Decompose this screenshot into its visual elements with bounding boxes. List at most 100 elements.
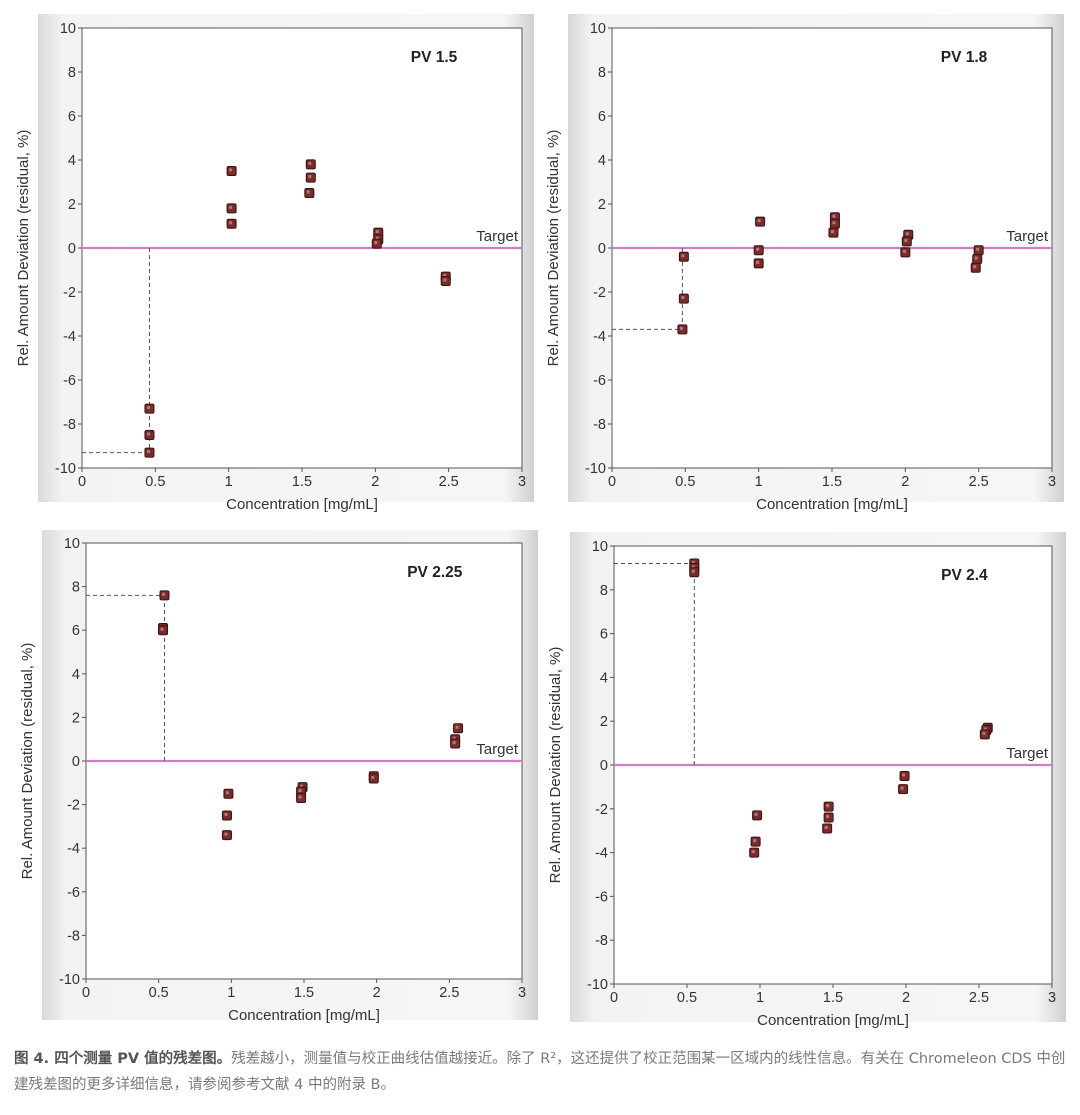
data-point-highlight xyxy=(229,221,233,225)
y-tick-label: 10 xyxy=(592,539,608,555)
y-tick-label: 4 xyxy=(598,153,606,169)
chart-title: PV 1.5 xyxy=(411,49,458,66)
y-tick-label: 0 xyxy=(600,758,608,774)
y-axis-label: Rel. Amount Deviation (residual, %) xyxy=(19,643,36,880)
data-point-highlight xyxy=(308,175,312,179)
data-point-highlight xyxy=(452,736,456,740)
data-point-highlight xyxy=(443,278,447,282)
x-tick-label: 2.5 xyxy=(439,474,459,490)
data-point-highlight xyxy=(824,826,828,830)
data-point-highlight xyxy=(832,214,836,218)
data-point-highlight xyxy=(146,406,150,410)
data-point-highlight xyxy=(826,804,830,808)
data-point-highlight xyxy=(830,230,834,234)
data-point-highlight xyxy=(973,265,977,269)
y-tick-label: -8 xyxy=(63,417,76,433)
y-tick-label: 10 xyxy=(590,21,606,37)
x-tick-label: 2 xyxy=(373,985,381,1001)
data-point-highlight xyxy=(681,254,685,258)
y-tick-label: 10 xyxy=(60,21,76,37)
data-point-highlight xyxy=(371,775,375,779)
y-tick-label: 2 xyxy=(68,197,76,213)
y-tick-label: 0 xyxy=(598,241,606,257)
x-tick-label: 1.5 xyxy=(294,985,314,1001)
y-tick-label: -2 xyxy=(595,802,608,818)
y-tick-label: 8 xyxy=(598,65,606,81)
y-tick-label: 4 xyxy=(68,153,76,169)
data-point-highlight xyxy=(691,565,695,569)
y-tick-label: 4 xyxy=(72,667,80,683)
x-tick-label: 2.5 xyxy=(439,985,459,1001)
y-tick-label: 6 xyxy=(68,109,76,125)
x-tick-label: 0 xyxy=(610,990,618,1006)
data-point-highlight xyxy=(691,561,695,565)
data-point-highlight xyxy=(982,731,986,735)
x-axis-label: Concentration [mg/mL] xyxy=(228,1007,380,1024)
x-tick-label: 2 xyxy=(371,474,379,490)
y-axis-label: Rel. Amount Deviation (residual, %) xyxy=(547,647,564,884)
y-tick-label: 8 xyxy=(600,583,608,599)
x-tick-label: 1.5 xyxy=(292,474,312,490)
x-axis-label: Concentration [mg/mL] xyxy=(756,496,908,513)
data-point-highlight xyxy=(161,592,165,596)
y-tick-label: -8 xyxy=(593,417,606,433)
data-point-highlight xyxy=(229,205,233,209)
y-tick-label: 2 xyxy=(600,714,608,730)
data-point-highlight xyxy=(375,230,379,234)
y-tick-label: 4 xyxy=(600,670,608,686)
y-tick-label: 6 xyxy=(598,109,606,125)
data-point-highlight xyxy=(751,850,755,854)
data-point-highlight xyxy=(681,296,685,300)
x-tick-label: 1.5 xyxy=(822,474,842,490)
x-tick-label: 0.5 xyxy=(149,985,169,1001)
data-point-highlight xyxy=(756,247,760,251)
x-tick-label: 3 xyxy=(1048,474,1056,490)
data-point-highlight xyxy=(756,260,760,264)
y-axis-label: Rel. Amount Deviation (residual, %) xyxy=(15,130,32,367)
y-tick-label: -10 xyxy=(55,461,76,477)
y-tick-label: 8 xyxy=(68,65,76,81)
y-tick-label: 6 xyxy=(72,623,80,639)
y-tick-label: -4 xyxy=(595,846,608,862)
data-point-highlight xyxy=(160,627,164,631)
data-point-highlight xyxy=(225,791,229,795)
y-tick-label: -2 xyxy=(67,798,80,814)
data-point-highlight xyxy=(902,773,906,777)
y-axis-label: Rel. Amount Deviation (residual, %) xyxy=(545,130,562,367)
y-tick-label: -10 xyxy=(587,977,608,993)
data-point-highlight xyxy=(455,725,459,729)
y-tick-label: -2 xyxy=(593,285,606,301)
y-tick-label: 8 xyxy=(72,580,80,596)
data-point-highlight xyxy=(229,168,233,172)
target-label: Target xyxy=(1006,745,1049,762)
y-tick-label: -8 xyxy=(595,933,608,949)
data-point-highlight xyxy=(224,813,228,816)
y-tick-label: -2 xyxy=(63,285,76,301)
x-tick-label: 0 xyxy=(78,474,86,490)
data-point-highlight xyxy=(443,274,447,278)
data-point-highlight xyxy=(976,247,980,251)
data-point-highlight xyxy=(974,256,978,260)
chart-title: PV 2.25 xyxy=(407,564,463,581)
y-tick-label: -6 xyxy=(593,373,606,389)
chart-panel-4: -10 -8 -6 -4 -2 0 2 4 6 8 10 0 0.5 1 1.5 2 2.5 3 Concentra… xyxy=(547,532,1066,1029)
target-label: Target xyxy=(476,228,519,245)
data-point-highlight xyxy=(300,784,304,788)
x-tick-label: 3 xyxy=(1048,990,1056,1006)
x-tick-label: 0.5 xyxy=(677,990,697,1006)
x-tick-label: 2 xyxy=(902,990,910,1006)
x-tick-label: 1 xyxy=(225,474,233,490)
data-point-highlight xyxy=(298,795,302,799)
x-tick-label: 1 xyxy=(755,474,763,490)
y-tick-label: 0 xyxy=(68,241,76,257)
data-point-highlight xyxy=(757,219,761,223)
data-point-highlight xyxy=(691,569,695,573)
x-tick-label: 0 xyxy=(82,985,90,1001)
y-tick-label: 6 xyxy=(600,627,608,643)
y-tick-label: -6 xyxy=(63,373,76,389)
figure-caption: 图 4. 四个测量 PV 值的残差图。残差越小，测量值与校正曲线估值越接近。除了… xyxy=(14,1046,1070,1098)
data-point-highlight xyxy=(753,839,757,843)
data-point-highlight xyxy=(298,789,302,793)
target-label: Target xyxy=(476,741,519,758)
